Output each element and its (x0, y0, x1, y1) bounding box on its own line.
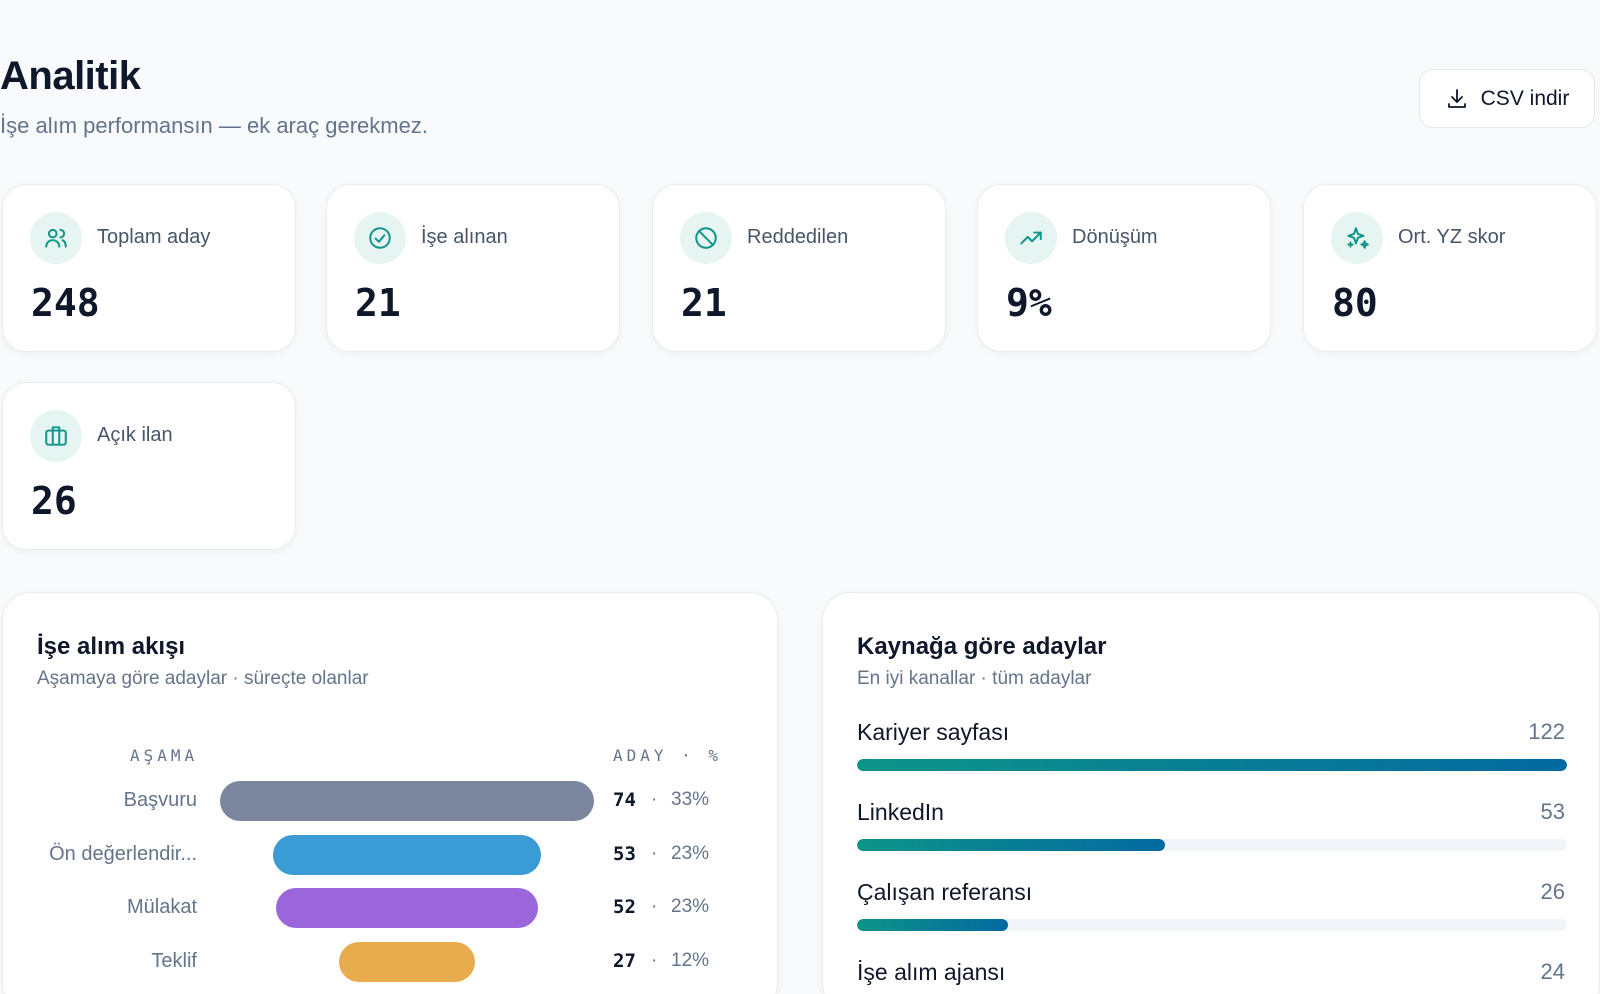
source-bar-track (857, 839, 1567, 851)
funnel-stage-separator: · (651, 896, 658, 917)
funnel-stage-count: 53 (613, 842, 636, 865)
source-count: 53 (1540, 799, 1565, 824)
funnel-stage-percent: 33% (671, 789, 710, 810)
funnel-stage-bar[interactable] (220, 781, 594, 821)
kpi-card-conversion: Dönüşüm 9% (977, 184, 1271, 352)
kpi-value: 9% (1006, 281, 1052, 325)
kpi-label: Açık ilan (97, 424, 173, 446)
kpi-card-ai-score: Ort. YZ skor 80 (1303, 184, 1597, 352)
kpi-value: 80 (1332, 281, 1378, 325)
source-count: 122 (1528, 719, 1565, 744)
kpi-card-total-candidates: Toplam aday 248 (2, 184, 296, 352)
kpi-value: 21 (355, 281, 401, 325)
source-label: Kariyer sayfası (857, 719, 1010, 745)
sources-panel: Kaynağa göre adaylar En iyi kanallar · t… (822, 592, 1600, 994)
source-count: 26 (1540, 879, 1565, 904)
check-circle-icon (354, 212, 406, 264)
funnel-stage-label: Teklif (151, 949, 197, 972)
funnel-stage-separator: · (651, 949, 658, 971)
funnel-stage-label: Başvuru (123, 789, 197, 811)
source-bar-fill (857, 759, 1567, 771)
ban-icon (680, 212, 732, 264)
kpi-label: Dönüşüm (1072, 226, 1158, 248)
funnel-stage-percent: 12% (671, 949, 710, 971)
source-bar-track (857, 919, 1567, 931)
kpi-label: Ort. YZ skor (1398, 226, 1506, 248)
panel-subtitle: Aşamaya göre adaylar · süreçte olanlar (37, 668, 369, 689)
kpi-label: İşe alınan (421, 226, 508, 248)
funnel-stage-bar[interactable] (338, 941, 476, 982)
source-bar-fill (857, 919, 1009, 931)
funnel-stage-percent: 23% (671, 842, 710, 864)
download-icon (1447, 88, 1466, 108)
funnel-stage-separator: · (651, 842, 658, 864)
funnel-stage-label: Ön değerlendir... (49, 842, 197, 865)
kpi-card-rejected: Reddedilen 21 (652, 184, 946, 352)
page-subtitle: İşe alım performansın — ek araç gerekmez… (0, 113, 428, 138)
column-header-stage: AŞAMA (130, 746, 199, 765)
hiring-funnel-panel: İşe alım akışı Aşamaya göre adaylar · sü… (2, 592, 778, 994)
funnel-stage-bar[interactable] (275, 888, 539, 928)
source-label: İşe alım ajansı (857, 959, 1006, 985)
source-label: LinkedIn (857, 799, 944, 825)
kpi-value: 26 (31, 479, 77, 523)
funnel-stage-count: 27 (613, 949, 636, 972)
kpi-label: Reddedilen (747, 226, 849, 248)
kpi-value: 248 (31, 281, 100, 325)
funnel-stage-label: Mülakat (126, 896, 197, 918)
csv-download-label: CSV indir (1480, 86, 1570, 110)
kpi-card-hired: İşe alınan 21 (326, 184, 620, 352)
sparkles-icon (1331, 212, 1383, 264)
page-title: Analitik (0, 54, 141, 98)
funnel-stage-separator: · (651, 789, 658, 810)
kpi-card-open-jobs: Açık ilan 26 (2, 382, 296, 550)
csv-download-button[interactable]: CSV indir (1419, 69, 1595, 128)
panel-subtitle: En iyi kanallar · tüm adaylar (857, 668, 1092, 689)
source-bar-track (857, 759, 1567, 771)
source-bar-fill (857, 839, 1166, 851)
source-count: 24 (1540, 959, 1565, 984)
panel-title: İşe alım akışı (37, 633, 186, 660)
column-header-count: ADAY · % (613, 746, 723, 765)
source-label: Çalışan referansı (857, 879, 1033, 905)
kpi-value: 21 (681, 281, 727, 325)
funnel-stage-count: 74 (613, 789, 636, 811)
funnel-stage-count: 52 (613, 896, 636, 918)
kpi-label: Toplam aday (97, 226, 211, 248)
funnel-stage-percent: 23% (671, 896, 710, 917)
users-icon (30, 212, 82, 264)
panel-title: Kaynağa göre adaylar (857, 633, 1107, 660)
briefcase-icon (30, 410, 82, 462)
trending-up-icon (1005, 212, 1057, 264)
funnel-stage-bar[interactable] (273, 834, 541, 875)
